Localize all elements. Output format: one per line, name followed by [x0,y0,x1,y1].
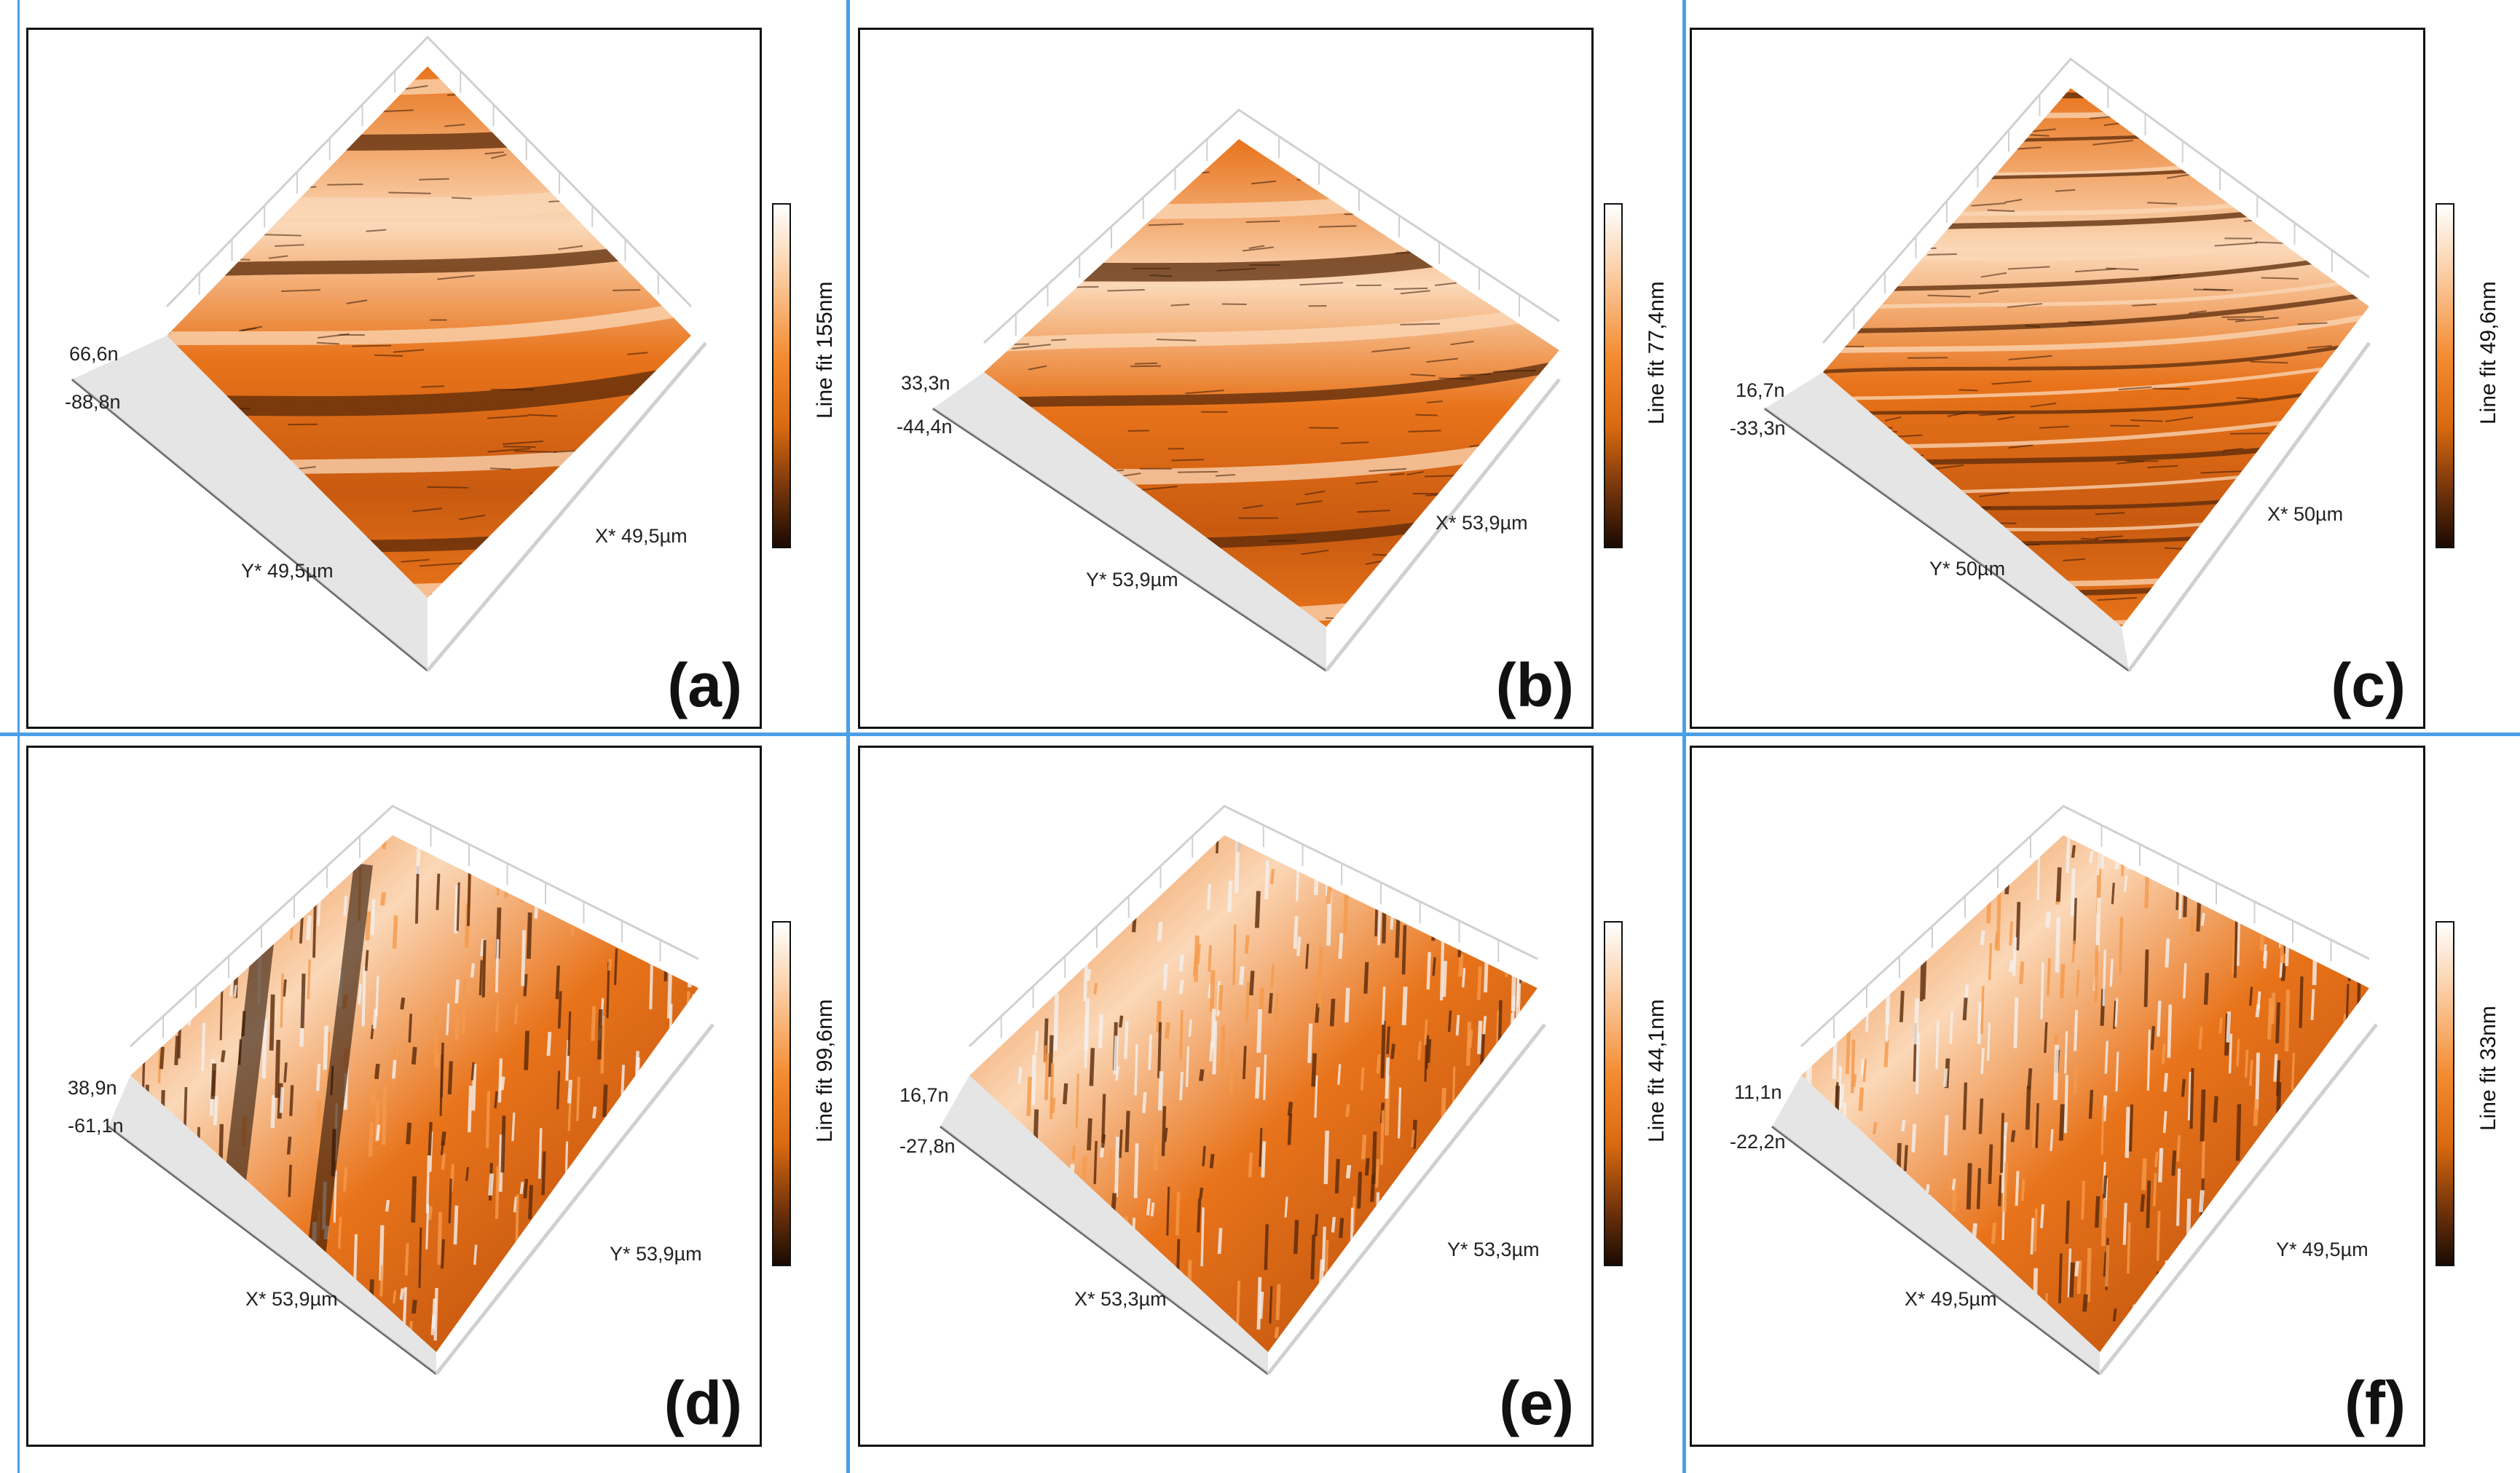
z-max-label: 11,1n [1734,1081,1782,1103]
z-min-label: -88,8n [65,391,121,413]
z-min-label: -27,8n [899,1135,956,1157]
colorbar [1604,203,1623,548]
panel-label: (f) [2344,1369,2406,1437]
panel-a: 66,6n -88,8n Y* 49,5µm X* 49,5µm Line fi… [26,28,837,729]
z-max-label: 16,7n [1736,379,1785,401]
divider-vertical-left [846,0,850,1473]
z-max-label: 33,3n [901,372,950,394]
surface [1823,88,2369,627]
axis-edges [932,372,1561,672]
panel-label: (a) [667,651,742,719]
axis-edges [1764,341,2371,672]
divider-horizontal [0,732,2520,736]
divider-vertical-right [1682,0,1686,1473]
right-axis-label: X* 50µm [2267,503,2344,525]
surface-plot-a [71,35,707,672]
z-max-label: 16,7n [899,1084,949,1106]
axis-edges [71,336,707,672]
right-axis-label: Y* 49,5µm [2276,1239,2369,1260]
right-axis-label: Y* 53,3µm [1447,1239,1540,1260]
right-axis-label: X* 53,9µm [1436,512,1528,534]
surface [984,139,1559,627]
colorbar-label: Line fit 77,4nm [1645,281,1669,424]
axis-box [129,805,699,1048]
axis-box [968,805,1538,1048]
left-axis-label: X* 53,9µm [245,1288,338,1310]
z-max-label: 38,9n [68,1077,117,1099]
z-min-label: -22,2n [1730,1131,1786,1153]
colorbar-label: Line fit 33nm [2476,1006,2500,1131]
axis-box [165,35,693,308]
colorbar-label: Line fit 44,1nm [1645,999,1669,1142]
panel-label: (d) [664,1369,742,1437]
axis-edges [940,1023,1546,1375]
colorbar [2436,203,2454,548]
surface-plot-c [1764,57,2371,672]
surface-plot-b [932,108,1561,672]
axis-edges [1771,1023,2378,1375]
colorbar [1604,921,1623,1266]
panel-d: 38,9n -61,1n X* 53,9µm Y* 53,9µm Line fi… [26,746,837,1447]
divider-outer-left [17,0,20,1473]
panel-f: 11,1n -22,2n X* 49,5µm Y* 49,5µm Line fi… [1690,746,2500,1447]
colorbar-label: Line fit 155nm [813,281,837,419]
surface-plot-e [940,805,1546,1375]
right-axis-label: X* 49,5µm [595,525,688,547]
panel-b: 33,3n -44,4n Y* 53,9µm X* 53,9µm Line fi… [858,28,1669,729]
axis-box [983,108,1560,344]
left-axis-label: X* 53,3µm [1074,1288,1167,1310]
colorbar [772,203,791,548]
surface [1801,835,2369,1352]
right-axis-label: Y* 53,9µm [610,1243,702,1265]
colorbar [772,921,791,1266]
colorbar-label: Line fit 99,6nm [813,999,837,1142]
left-axis-label: Y* 50µm [1929,558,2006,580]
panel-label: (e) [1499,1369,1574,1437]
axis-box [1800,805,2370,1048]
panel-c: 16,7n -33,3n Y* 50µm X* 50µm Line fit 49… [1690,28,2500,729]
left-axis-label: Y* 53,9µm [1086,569,1178,591]
panel-e: 16,7n -27,8n X* 53,3µm Y* 53,3µm Line fi… [858,746,1669,1447]
colorbar-label: Line fit 49,6nm [2476,281,2500,424]
colorbar [2436,921,2454,1266]
left-axis-label: X* 49,5µm [1905,1288,1997,1310]
axis-edges [108,1023,714,1375]
left-axis-label: Y* 49,5µm [241,560,334,582]
axis-box [1822,57,2370,344]
panel-label: (c) [2331,651,2406,719]
z-min-label: -33,3n [1730,417,1786,439]
surface [130,835,698,1352]
z-max-label: 66,6n [69,343,119,365]
z-min-label: -61,1n [68,1115,124,1137]
z-min-label: -44,4n [897,416,953,438]
panel-label: (b) [1495,651,1574,719]
surface [969,835,1537,1352]
surface-plot-d [108,805,714,1375]
surface-plot-f [1771,805,2378,1375]
